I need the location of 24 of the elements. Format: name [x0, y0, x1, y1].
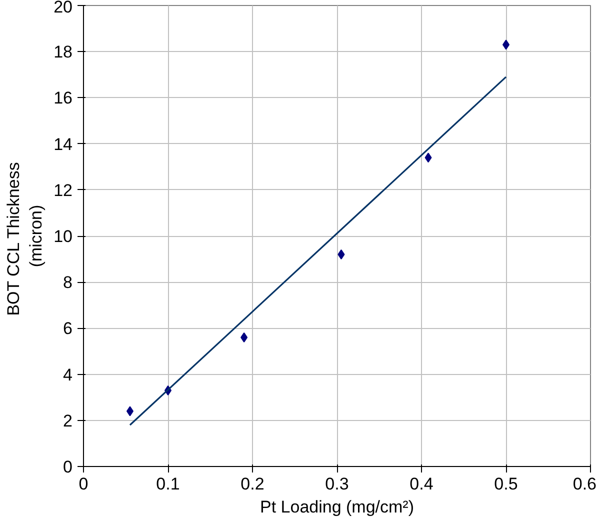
- x-tick-label: 0.5: [494, 474, 518, 494]
- x-tick-label: 0.3: [325, 474, 349, 494]
- y-tick-label: 6: [63, 319, 73, 338]
- y-tick-label: 4: [63, 365, 73, 384]
- y-tick-label: 8: [63, 273, 73, 292]
- y-tick-label: 16: [54, 88, 73, 108]
- y-tick-label: 0: [63, 458, 73, 476]
- x-tick-label: 0.4: [410, 474, 434, 494]
- x-tick-label: 0.6: [572, 474, 596, 494]
- point: [424, 152, 432, 163]
- y-axis-title: BOT CCL Thickness (micron): [4, 162, 46, 316]
- y-tick-label: 14: [54, 134, 73, 154]
- y-tick-label: 20: [54, 0, 73, 16]
- y-tick-label: 18: [54, 42, 73, 62]
- y-tick-label: 2: [63, 411, 73, 430]
- point: [338, 249, 345, 260]
- point: [240, 332, 248, 342]
- x-tick-label: 0.2: [240, 474, 264, 494]
- y-tick-label: 10: [54, 227, 73, 246]
- point: [126, 406, 134, 416]
- x-tick-label: 0.1: [156, 474, 180, 494]
- x-axis-title: Pt Loading (mg/cm²): [260, 498, 414, 516]
- x-tick-label: 0: [78, 474, 88, 494]
- y-tick-label: 12: [54, 180, 73, 200]
